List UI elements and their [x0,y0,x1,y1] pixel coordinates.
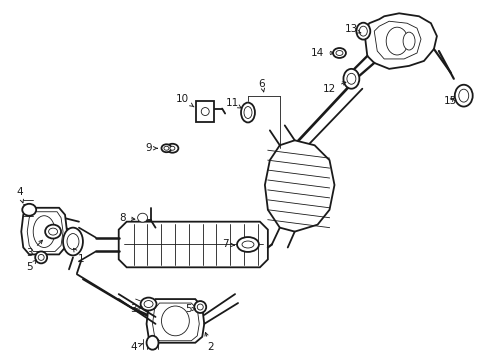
Ellipse shape [144,301,153,307]
Ellipse shape [359,26,368,36]
Ellipse shape [336,50,343,55]
Text: 7: 7 [222,239,234,249]
Ellipse shape [201,108,209,116]
Text: 4: 4 [16,187,24,203]
Ellipse shape [241,103,255,122]
Polygon shape [147,299,204,343]
Text: 10: 10 [176,94,194,107]
Text: 6: 6 [259,79,265,92]
Ellipse shape [237,237,259,252]
Text: 11: 11 [225,98,242,108]
Ellipse shape [333,48,346,58]
Ellipse shape [195,301,206,313]
Ellipse shape [33,216,55,247]
Ellipse shape [455,85,473,107]
Polygon shape [374,21,421,59]
Text: 4: 4 [130,342,143,352]
Text: 13: 13 [345,24,361,34]
Ellipse shape [403,32,415,50]
Ellipse shape [147,336,158,350]
Text: 9: 9 [145,143,157,153]
Ellipse shape [343,69,359,89]
Polygon shape [152,303,199,341]
Text: 3: 3 [26,240,43,258]
Ellipse shape [138,213,147,222]
Polygon shape [27,212,63,251]
Text: 8: 8 [120,213,135,223]
Ellipse shape [242,241,254,248]
Polygon shape [265,140,335,231]
Text: 2: 2 [205,332,214,352]
Ellipse shape [45,225,61,239]
Ellipse shape [164,146,169,150]
Text: 12: 12 [323,82,346,94]
Ellipse shape [356,23,370,40]
Ellipse shape [141,298,156,310]
Ellipse shape [35,251,47,264]
Polygon shape [365,13,437,69]
Ellipse shape [38,255,44,260]
Polygon shape [119,222,268,267]
Ellipse shape [67,234,79,249]
Text: 15: 15 [444,96,458,105]
Ellipse shape [167,144,178,153]
Text: 14: 14 [311,48,334,58]
Text: 3: 3 [130,304,143,314]
Ellipse shape [49,228,57,235]
Ellipse shape [162,144,172,152]
Ellipse shape [459,89,469,102]
Ellipse shape [347,73,356,84]
Ellipse shape [170,146,175,150]
Ellipse shape [386,27,408,55]
Ellipse shape [197,304,203,310]
Ellipse shape [63,228,83,255]
Text: 1: 1 [74,248,84,264]
Text: 5: 5 [185,304,196,314]
Ellipse shape [162,306,189,336]
Text: 5: 5 [26,260,36,272]
Polygon shape [21,208,67,255]
Bar [196,100,214,122]
Ellipse shape [244,107,252,118]
Ellipse shape [22,204,36,216]
